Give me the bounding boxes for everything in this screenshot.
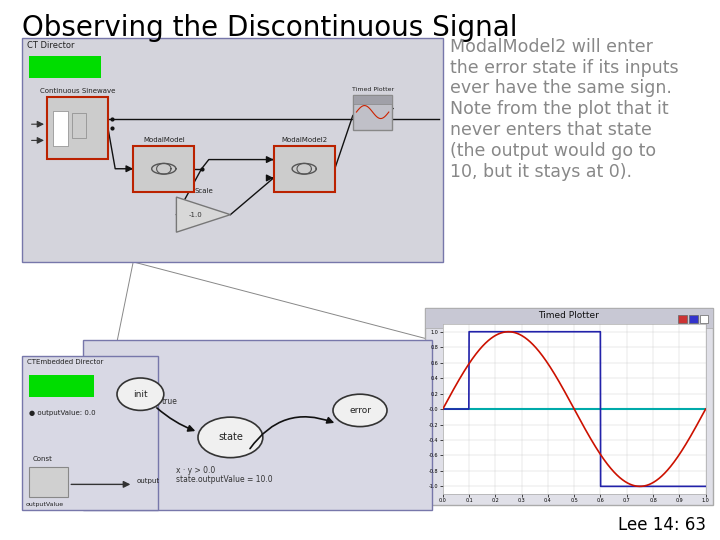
Text: Timed Plotter: Timed Plotter	[351, 87, 394, 92]
FancyBboxPatch shape	[29, 56, 101, 78]
FancyBboxPatch shape	[29, 467, 68, 497]
FancyBboxPatch shape	[133, 146, 194, 192]
FancyBboxPatch shape	[53, 111, 68, 146]
FancyBboxPatch shape	[353, 94, 392, 130]
Text: CTEmbedded Director: CTEmbedded Director	[27, 359, 103, 365]
Text: output: output	[137, 477, 160, 484]
Ellipse shape	[117, 378, 164, 410]
Text: state: state	[218, 433, 243, 442]
FancyBboxPatch shape	[689, 315, 698, 323]
Text: true: true	[162, 397, 178, 406]
Text: init: init	[133, 390, 148, 399]
FancyBboxPatch shape	[22, 356, 158, 510]
Text: ModalModel2 will enter
the error state if its inputs
ever have the same sign.
No: ModalModel2 will enter the error state i…	[450, 38, 679, 180]
Text: Scale: Scale	[194, 188, 213, 194]
Text: state.outputValue = 10.0: state.outputValue = 10.0	[176, 475, 273, 484]
FancyBboxPatch shape	[274, 146, 335, 192]
Text: outputValue: outputValue	[25, 502, 63, 507]
Text: x · y > 0.0: x · y > 0.0	[176, 466, 216, 475]
FancyBboxPatch shape	[700, 315, 708, 323]
Text: ● outputValue: 0.0: ● outputValue: 0.0	[29, 410, 96, 416]
FancyBboxPatch shape	[83, 340, 432, 510]
FancyBboxPatch shape	[353, 94, 392, 104]
Ellipse shape	[333, 394, 387, 427]
Text: CT Director: CT Director	[27, 40, 75, 50]
FancyBboxPatch shape	[678, 315, 687, 323]
Text: Lee 14: 63: Lee 14: 63	[618, 516, 706, 534]
FancyBboxPatch shape	[22, 38, 443, 262]
Text: Timed Plotter: Timed Plotter	[539, 310, 599, 320]
Ellipse shape	[198, 417, 263, 458]
FancyBboxPatch shape	[29, 375, 94, 397]
Polygon shape	[176, 197, 230, 232]
Text: ModalModel: ModalModel	[143, 137, 184, 143]
FancyBboxPatch shape	[425, 308, 713, 505]
Text: error: error	[349, 406, 371, 415]
FancyBboxPatch shape	[47, 97, 108, 159]
Text: Const: Const	[32, 456, 53, 462]
Text: -1.0: -1.0	[189, 212, 202, 218]
Text: ModalModel2: ModalModel2	[281, 137, 328, 143]
Text: Observing the Discontinuous Signal: Observing the Discontinuous Signal	[22, 14, 517, 42]
Text: Continuous Sinewave: Continuous Sinewave	[40, 89, 115, 94]
FancyBboxPatch shape	[425, 308, 713, 328]
FancyBboxPatch shape	[72, 113, 86, 138]
